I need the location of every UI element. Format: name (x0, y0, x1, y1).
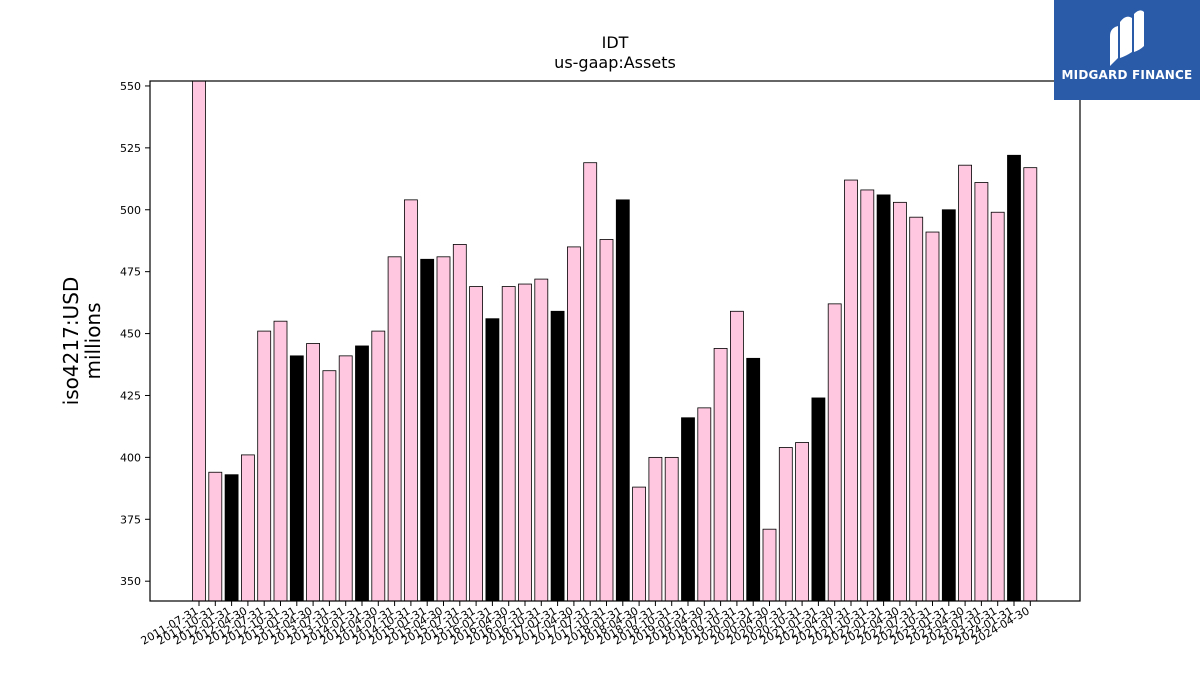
y-tick-label: 375 (120, 513, 141, 526)
bar-2023-07-31 (974, 182, 989, 602)
bar-2022-07-31 (909, 216, 924, 602)
bar-2017-10-31 (599, 239, 614, 602)
y-tick-label: 450 (120, 328, 141, 341)
bar-2012-01-31 (224, 474, 239, 602)
bar-2011-07-31 (192, 80, 206, 602)
bar-2018-07-31 (648, 456, 663, 602)
bar-2021-01-31 (811, 397, 826, 602)
bar-2014-01-31 (355, 345, 369, 602)
bar-2012-10-31 (273, 320, 288, 602)
y-axis-label-unit: millions (81, 302, 105, 379)
bar-2014-04-30 (371, 330, 386, 602)
bar-2017-01-31 (550, 310, 565, 602)
bar-2016-01-31 (485, 318, 500, 602)
y-ticks: 350 375 400 425 450 475 500 525 550 (120, 80, 150, 588)
bar-2023-10-31 (990, 211, 1005, 602)
bar-2015-10-31 (469, 286, 484, 602)
bar-2020-01-31 (746, 357, 761, 602)
brand-logo: MIDGARD FINANCE (1054, 0, 1200, 100)
chart-subtitle: us-gaap:Assets (554, 53, 676, 72)
bar-2013-10-31 (338, 355, 353, 602)
brand-name: MIDGARD FINANCE (1061, 68, 1193, 82)
bar-2015-07-31 (452, 244, 467, 602)
bar-2019-04-30 (697, 407, 712, 602)
bar-2021-04-30 (827, 303, 842, 602)
y-axis-label-main: iso4217:USD (59, 277, 83, 406)
bar-2024-04-30 (1023, 167, 1038, 602)
bar-2016-04-30 (501, 286, 516, 602)
bar-2024-01-31 (1007, 154, 1021, 602)
bar-2015-01-31 (420, 258, 435, 602)
bar-2019-10-31 (730, 310, 744, 602)
y-tick-label: 550 (120, 80, 141, 93)
bar-2017-04-30 (567, 246, 581, 602)
bar-2013-04-30 (306, 343, 321, 602)
bar-2021-07-31 (844, 179, 858, 602)
y-tick-label: 500 (120, 204, 141, 217)
bar-2020-10-31 (795, 442, 809, 602)
bar-2018-04-30 (632, 486, 646, 602)
bar-2012-04-30 (240, 454, 255, 602)
bar-2020-07-31 (778, 447, 793, 602)
bar-2019-01-31 (681, 417, 695, 602)
bar-2016-07-31 (518, 283, 532, 602)
midgard-logo-icon (1110, 10, 1144, 66)
bar-2015-04-30 (436, 256, 451, 602)
bar-2018-01-31 (615, 199, 630, 602)
plot-frame (149, 80, 1081, 602)
bar-2021-10-31 (860, 189, 875, 602)
chart-title: IDT (602, 33, 629, 52)
bar-2018-10-31 (664, 456, 679, 602)
bar-2020-04-30 (762, 528, 777, 602)
bar-2014-07-31 (387, 256, 402, 602)
bar-2011-10-31 (208, 471, 223, 602)
y-tick-label: 475 (120, 266, 141, 279)
bar-2016-10-31 (534, 278, 549, 602)
y-tick-label: 400 (120, 451, 141, 464)
y-axis-label: iso4217:USD millions (59, 277, 105, 406)
bar-2023-01-31 (941, 209, 956, 602)
bar-2012-07-31 (257, 330, 272, 602)
bar-2022-10-31 (925, 231, 940, 602)
bar-2022-04-30 (893, 201, 907, 602)
bar-2022-01-31 (876, 194, 891, 602)
bar-2017-07-31 (583, 162, 598, 602)
bar-2019-07-31 (713, 348, 728, 602)
x-ticks: 2011-07-312011-10-312012-01-312012-04-30… (139, 601, 1032, 648)
bar-2013-07-31 (322, 370, 337, 602)
y-tick-label: 350 (120, 575, 141, 588)
y-tick-label: 525 (120, 142, 141, 155)
bar-2014-10-31 (403, 199, 418, 602)
bars-group (192, 80, 1038, 602)
bar-2013-01-31 (289, 355, 304, 602)
y-tick-label: 425 (120, 389, 141, 402)
bar-2023-04-30 (958, 164, 972, 602)
